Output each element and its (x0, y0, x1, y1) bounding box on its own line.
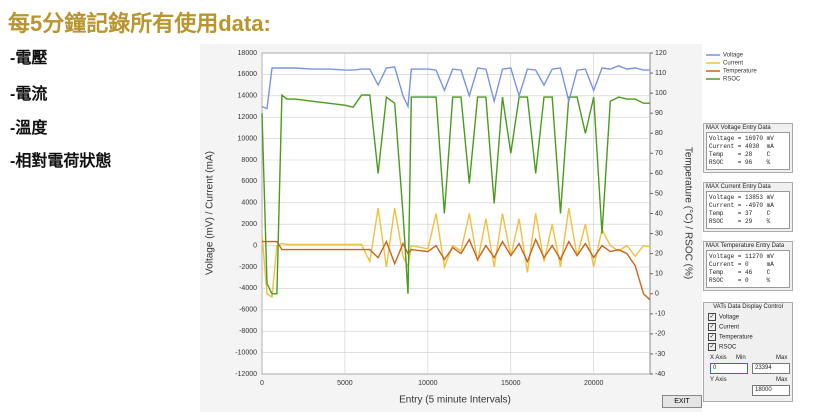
label: Y Axis (710, 377, 727, 383)
panel-title: MAX Voltage Entry Data (706, 125, 771, 131)
row: Current = 4030 mA (709, 143, 774, 150)
legend-label: Voltage (723, 53, 744, 59)
y2-tick-label: 120 (655, 50, 667, 57)
y2-tick-label: 10 (655, 271, 663, 278)
series-line (261, 65, 650, 110)
y-tick-label: 10000 (238, 135, 258, 142)
info-panel: MAX Voltage Entry Data Voltage = 16970 mV… (703, 123, 793, 173)
check-label: Current (719, 324, 740, 331)
check-label: Voltage (719, 314, 740, 321)
checkbox[interactable]: ✓ Voltage (708, 313, 740, 321)
checkbox[interactable]: ✓ Current (708, 323, 740, 331)
row: Temp = 46 C (709, 269, 771, 276)
label: Min (736, 355, 746, 361)
y2-tick-label: 60 (655, 170, 663, 177)
y-tick-label: 8000 (241, 157, 257, 164)
check-label: RSOC (719, 344, 737, 351)
x-tick-label: 15000 (501, 380, 521, 387)
row: Temp = 28 C (709, 151, 771, 158)
y-tick-label: 12000 (238, 114, 258, 121)
y2-tick-label: 100 (655, 90, 667, 97)
y2-axis-label: Temperature (°C) / RSOC (%) (682, 147, 693, 279)
y2-tick-label: 70 (655, 150, 663, 157)
y2-tick-label: 80 (655, 130, 663, 137)
x-min-input[interactable]: 0 (710, 363, 748, 374)
checkbox[interactable]: ✓ Temperature (708, 333, 753, 341)
panel-title: VATs Data Display Control (713, 304, 783, 310)
y2-tick-label: -30 (655, 351, 665, 358)
panel-rows: Voltage = 11270 mV Current = 0 mA Temp = 4… (706, 250, 790, 288)
check-label: Temperature (719, 334, 753, 341)
exit-button[interactable]: EXIT (662, 395, 702, 408)
x-tick-label: 5000 (337, 380, 353, 387)
y-tick-label: 18000 (238, 50, 258, 57)
y2-tick-label: -40 (655, 371, 665, 378)
y2-tick-label: 110 (655, 70, 666, 77)
legend-label: RSOC (723, 77, 741, 83)
y2-tick-label: 50 (655, 190, 663, 197)
y2-tick-label: 90 (655, 110, 663, 117)
y-tick-label: 14000 (238, 93, 258, 100)
row: Voltage = 11270 mV (709, 253, 774, 260)
y-tick-label: 0 (253, 242, 257, 249)
y-tick-label: -12000 (235, 371, 257, 378)
panel-rows: Voltage = 13853 mV Current = -4970 mA Temp… (706, 191, 790, 229)
row: RSOC = 96 % (709, 159, 771, 166)
y-axis-label: Voltage (mV) / Current (mA) (205, 151, 216, 275)
y-tick-label: 6000 (241, 178, 257, 185)
series-line (261, 93, 650, 295)
row: Voltage = 13853 mV (709, 194, 774, 201)
x-max-input[interactable]: 23394 (752, 363, 790, 374)
x-tick-label: 0 (260, 380, 264, 387)
row: RSOC = 0 % (709, 277, 771, 284)
row: Voltage = 16970 mV (709, 135, 774, 142)
y-tick-label: 4000 (241, 200, 257, 207)
bullet: -電壓 (10, 50, 48, 67)
y-tick-label: -6000 (239, 307, 257, 314)
plot-area (261, 52, 651, 375)
y2-tick-label: -10 (655, 311, 665, 318)
y-tick-label: -10000 (235, 349, 257, 356)
panel-title: MAX Current Entry Data (706, 184, 771, 190)
y-tick-label: 2000 (241, 221, 257, 228)
y-tick-label: -2000 (239, 264, 257, 271)
control-panel: VATs Data Display Control ✓ Voltage ✓ Curr… (703, 302, 793, 402)
legend-label: Temperature (723, 69, 757, 75)
y2-tick-label: 0 (655, 291, 659, 298)
y-tick-label: -4000 (239, 285, 257, 292)
info-panel: MAX Temperature Entry Data Voltage = 1127… (703, 241, 793, 291)
y-tick-label: -8000 (239, 328, 257, 335)
checkbox[interactable]: ✓ RSOC (708, 343, 737, 351)
bullet: -溫度 (10, 120, 48, 137)
y-max-input[interactable]: 18000 (752, 385, 790, 396)
panel-rows: Voltage = 16970 mV Current = 4030 mA Temp … (706, 132, 790, 170)
x-tick-label: 20000 (584, 380, 604, 387)
legend-label: Current (723, 61, 743, 67)
label: X Axis (710, 355, 727, 361)
bullet: -相對電荷狀態 (10, 153, 112, 170)
slide-title: 每5分鐘記錄所有使用data: (8, 11, 271, 36)
info-panel: MAX Current Entry Data Voltage = 13853 mV… (703, 182, 793, 232)
y2-tick-label: -20 (655, 331, 665, 338)
panel-title: MAX Temperature Entry Data (706, 243, 785, 249)
row: Current = -4970 mA (709, 202, 774, 209)
series-line (262, 237, 651, 301)
label: Max (776, 355, 788, 361)
y2-tick-label: 30 (655, 230, 663, 237)
label: Max (776, 377, 788, 383)
y2-tick-label: 20 (655, 250, 663, 257)
series-line (261, 207, 651, 299)
row: Temp = 37 C (709, 210, 771, 217)
row: RSOC = 29 % (709, 218, 771, 225)
y2-tick-label: 40 (655, 210, 663, 217)
bullet: -電流 (10, 86, 48, 103)
x-axis-label: Entry (5 minute Intervals) (399, 395, 511, 406)
x-tick-label: 10000 (418, 380, 438, 387)
y-tick-label: 16000 (238, 71, 258, 78)
row: Current = 0 mA (709, 261, 774, 268)
